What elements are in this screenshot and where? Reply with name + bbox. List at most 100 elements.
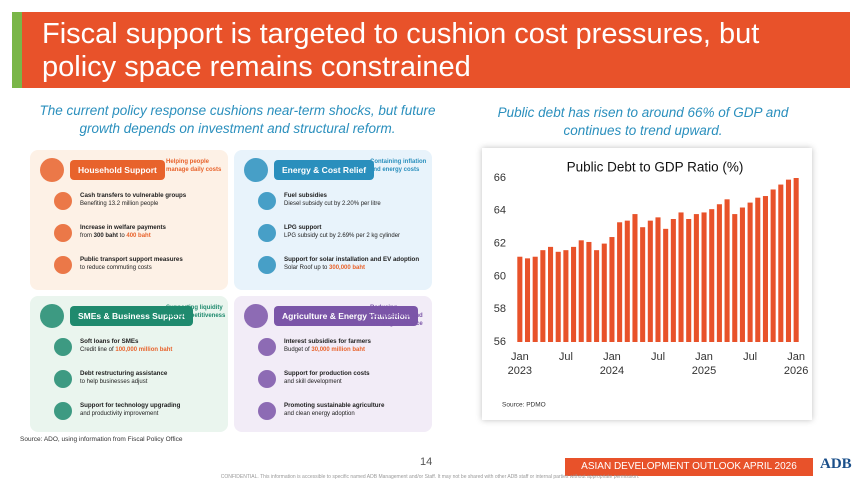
- panel-title: Agriculture & Energy Transition: [274, 306, 418, 326]
- bar: [594, 250, 600, 342]
- item-detail: LPG subsidy cut by 2.69% per 2 kg cylind…: [284, 233, 401, 239]
- bar: [571, 246, 577, 342]
- item-icon: [258, 370, 276, 388]
- bar: [732, 214, 738, 342]
- panel-icon: [244, 304, 268, 328]
- item: Promoting sustainable agriculture and cle…: [284, 402, 430, 418]
- panel-title: Energy & Cost Relief: [274, 160, 375, 180]
- x-tick-label: Jan 2024: [599, 351, 625, 377]
- item-icon: [258, 256, 276, 274]
- bar: [747, 202, 753, 342]
- item-icon: [54, 224, 72, 242]
- item-detail: Diesel subsidy cut by 2.20% per litre: [284, 201, 381, 207]
- item-title: Promoting sustainable agriculture: [284, 402, 385, 409]
- item: Support for solar installation and EV ad…: [284, 256, 430, 272]
- item-detail: and clean energy adoption: [284, 411, 355, 417]
- bar: [548, 246, 554, 342]
- chart-source: Source: PDMO: [502, 402, 546, 409]
- item-detail: to reduce commuting costs: [80, 265, 152, 271]
- policy-panel: Energy & Cost Relief Containing inflation…: [234, 150, 432, 290]
- bar: [670, 219, 676, 342]
- item-detail: Budget of: [284, 347, 312, 353]
- item-detail: 300,000 baht: [329, 265, 366, 271]
- panel-tagline: Helping people manage daily costs: [166, 159, 222, 173]
- item: Support for technology upgrading and prod…: [80, 402, 226, 418]
- bar: [609, 237, 615, 342]
- y-tick-label: 58: [494, 303, 506, 315]
- item: Public transport support measures to redu…: [80, 256, 226, 272]
- item-icon: [54, 192, 72, 210]
- panel-icon: [40, 158, 64, 182]
- item-title: Fuel subsidies: [284, 192, 327, 199]
- panel-title: SMEs & Business Support: [70, 306, 193, 326]
- item-title: Increase in welfare payments: [80, 224, 166, 231]
- item-icon: [258, 402, 276, 420]
- left-subtitle: The current policy response cushions nea…: [39, 103, 436, 136]
- bar: [578, 240, 584, 342]
- bar: [678, 212, 684, 342]
- item-title: Support for production costs: [284, 370, 370, 377]
- y-tick-label: 60: [494, 270, 506, 282]
- bar: [617, 222, 623, 342]
- bar: [517, 256, 523, 342]
- item-icon: [54, 338, 72, 356]
- item-detail: and skill development: [284, 379, 342, 385]
- item-detail: Credit line of: [80, 347, 116, 353]
- y-tick-label: 62: [494, 238, 506, 250]
- chart: Public Debt to GDP Ratio (%) Source: PDM…: [494, 160, 799, 409]
- y-tick-label: 64: [494, 205, 506, 217]
- chart-title: Public Debt to GDP Ratio (%): [567, 160, 744, 175]
- item-icon: [258, 192, 276, 210]
- panel-tagline: Supporting liquidity and competitiveness: [166, 305, 226, 319]
- x-tick-label: Jan 2026: [783, 351, 809, 377]
- bar: [770, 189, 776, 342]
- bar: [555, 251, 561, 342]
- bar: [663, 228, 669, 342]
- page-number: 14: [420, 456, 433, 468]
- item: Fuel subsidies Diesel subsidy cut by 2.20…: [284, 192, 430, 208]
- slide-title: Fiscal support is targeted to cushion co…: [42, 18, 760, 83]
- panel-icon: [40, 304, 64, 328]
- item-icon: [54, 402, 72, 420]
- item: Increase in welfare payments from 300 bah…: [80, 224, 226, 240]
- right-subtitle: Public debt has risen to around 66% of G…: [497, 105, 789, 138]
- item-detail: and productivity improvement: [80, 411, 159, 417]
- bar: [647, 220, 653, 342]
- panel-title: Household Support: [70, 160, 165, 180]
- panel-icon: [244, 158, 268, 182]
- x-tick-label: Jul: [743, 351, 758, 363]
- bar: [532, 256, 538, 342]
- confidential-note: CONFIDENTIAL. This information is access…: [220, 474, 640, 480]
- bar: [778, 184, 784, 342]
- item: Debt restructuring assistance to help bus…: [80, 370, 226, 386]
- item-detail: Solar Roof up to: [284, 265, 330, 271]
- y-tick-label: 66: [494, 172, 506, 184]
- bar: [586, 241, 592, 342]
- item: Interest subsidies for farmers Budget of …: [284, 338, 430, 354]
- item-detail: 400 baht: [126, 233, 151, 239]
- item-icon: [258, 224, 276, 242]
- item-detail: 100,000 million baht: [115, 347, 173, 353]
- item-title: Public transport support measures: [80, 256, 183, 263]
- item-detail: 30,000 million baht: [311, 347, 366, 353]
- policy-panel: SMEs & Business Support Supporting liquid…: [30, 296, 228, 432]
- item: Soft loans for SMEs Credit line of 100,00…: [80, 338, 226, 354]
- item: Cash transfers to vulnerable groups Benef…: [80, 192, 226, 208]
- bar: [655, 217, 661, 342]
- bar: [632, 214, 638, 342]
- left-source: Source: ADO, using information from Fisc…: [20, 436, 183, 443]
- bar: [624, 220, 630, 342]
- item: LPG support LPG subsidy cut by 2.69% per …: [284, 224, 430, 240]
- panel-tagline: Containing inflation and energy costs: [370, 159, 427, 173]
- bar: [739, 207, 745, 342]
- item-title: Support for solar installation and EV ad…: [284, 256, 420, 263]
- bar: [524, 258, 531, 342]
- bar: [762, 196, 768, 342]
- bar: [640, 227, 646, 342]
- item-icon: [54, 370, 72, 388]
- bar: [686, 219, 692, 342]
- bar: [563, 250, 569, 342]
- bar: [540, 250, 546, 342]
- item: Support for production costs and skill de…: [284, 370, 430, 386]
